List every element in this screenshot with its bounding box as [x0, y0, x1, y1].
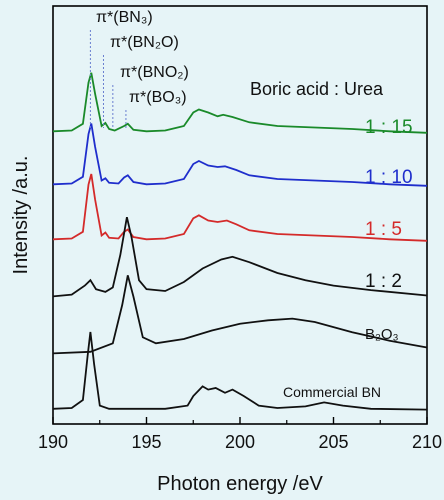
series-label-1-15: 1 : 15	[365, 117, 413, 138]
series-line-2	[52, 173, 428, 242]
peak-label-0: π*(BN₃)	[96, 9, 153, 26]
series-line-3	[52, 216, 428, 298]
series-label-commercial-bn: Commercial BN	[283, 384, 381, 400]
y-axis-title: Intensity /a.u.	[10, 156, 32, 275]
x-tick-label-200: 200	[225, 432, 255, 452]
series-label-b2o3: B₂O₃	[365, 326, 399, 343]
series-line-4	[52, 275, 428, 355]
series-label-1-10: 1 : 10	[365, 167, 413, 188]
series-label-1-2: 1 : 2	[365, 271, 402, 292]
peak-label-1: π*(BN₂O)	[110, 34, 179, 51]
x-axis-title: Photon energy /eV	[157, 473, 323, 495]
plot-frame	[52, 5, 428, 425]
series-line-0	[52, 72, 428, 134]
peak-label-2: π*(BNO₂)	[120, 64, 189, 81]
series-label-1-5: 1 : 5	[365, 219, 402, 240]
peak-annotations: π*(BN₃) π*(BN₂O) π*(BNO₂) π*(BO₃)	[89, 9, 189, 128]
series-line-5	[52, 331, 428, 411]
legend-title: Boric acid : Urea	[250, 79, 384, 99]
x-tick-label-205: 205	[318, 432, 348, 452]
peak-label-3: π*(BO₃)	[129, 89, 187, 106]
series-line-1	[52, 123, 428, 187]
x-tick-label-195: 195	[131, 432, 161, 452]
x-tick-label-190: 190	[38, 432, 68, 452]
x-ticks: 190 195 200 205 210	[38, 417, 442, 452]
x-tick-label-210: 210	[412, 432, 442, 452]
series-layer	[52, 72, 428, 411]
